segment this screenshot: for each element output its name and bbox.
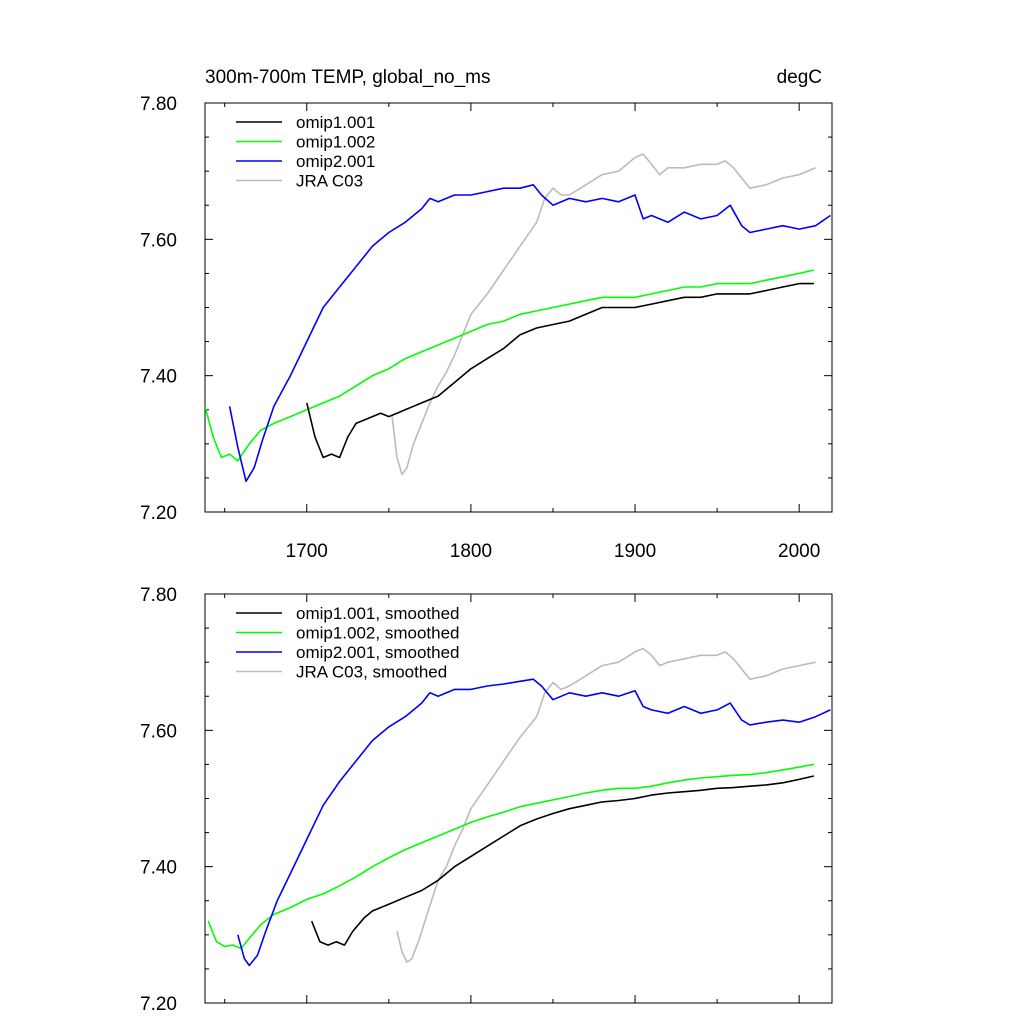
x-tick-label: 1800 [450,541,492,562]
y-tick-label: 7.20 [140,503,177,524]
legend-label: JRA C03, smoothed [296,663,447,682]
series-line-3 [237,678,831,967]
x-tick-label: 1900 [614,541,656,562]
y-tick-label: 7.80 [140,94,177,115]
y-tick-label: 7.60 [140,721,177,742]
y-tick-label: 7.80 [140,585,177,606]
series-line-4 [391,153,816,476]
legend-label: omip2.001, smoothed [296,643,460,662]
y-tick-label: 7.40 [140,858,177,879]
y-tick-label: 7.60 [140,230,177,251]
legend-label: omip1.001, smoothed [296,604,460,623]
units-label: degC [777,67,822,88]
series-line-3 [228,184,831,483]
chart-title: 300m-700m TEMP, global_no_ms [205,67,491,88]
y-tick-label: 7.20 [140,994,177,1015]
y-tick-label: 7.40 [140,367,177,388]
x-tick-label: 2000 [778,541,820,562]
series-line-2 [205,269,815,462]
legend-label: JRA C03 [296,172,363,191]
panel-raw: 7.20 7.40 7.60 7.80 1700 1800 1900 2000 omip1.00… [140,94,833,562]
series-line-2 [207,763,815,950]
legend-label: omip1.002, smoothed [296,624,460,643]
x-tick-label: 1700 [286,541,328,562]
legend-label: omip2.001 [296,152,375,171]
legend-label: omip1.002 [296,133,375,152]
series-line-4 [396,647,816,963]
series-line-1 [306,282,814,459]
series-line-1 [310,775,815,946]
panel-smoothed: 7.20 7.40 7.60 7.80 omip1.001, smoothedomip1… [140,585,833,1015]
legend-label: omip1.001 [296,113,375,132]
